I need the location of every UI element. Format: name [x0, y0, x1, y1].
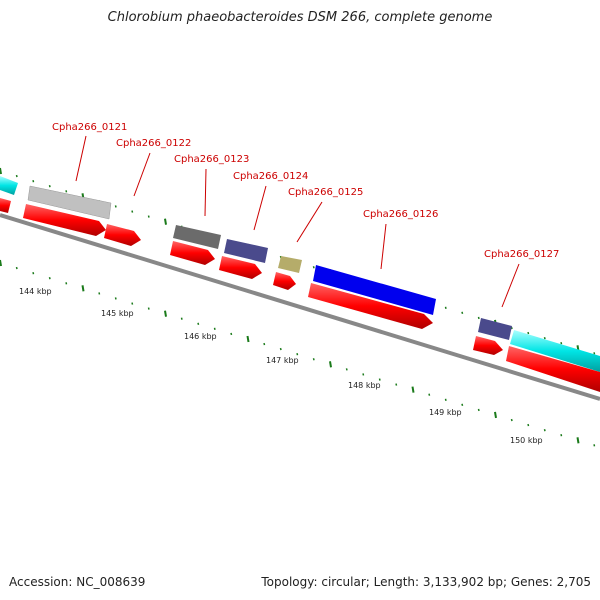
minor-tick	[444, 398, 447, 401]
minor-tick	[461, 403, 464, 407]
minor-tick	[477, 408, 480, 412]
cds-arrow-1[interactable]	[23, 204, 106, 236]
minor-tick	[279, 347, 282, 351]
minor-tick	[362, 373, 365, 376]
minor-tick	[131, 302, 134, 305]
minor-tick	[593, 444, 596, 447]
scale-label-150: 150 kbp	[510, 436, 543, 445]
major-tick	[164, 218, 167, 225]
gene-label-cpha266-0122[interactable]: Cpha266_0122	[116, 138, 191, 149]
minor-tick	[114, 297, 117, 300]
major-tick	[329, 361, 332, 368]
scale-label-146: 146 kbp	[184, 332, 217, 341]
genome-summary-text: Topology: circular; Length: 3,133,902 bp…	[261, 575, 591, 589]
minor-tick	[114, 205, 117, 208]
scale-ruler	[0, 259, 596, 447]
cds-arrow-6[interactable]	[308, 283, 433, 329]
gene-box-cpha266-0124[interactable]	[224, 239, 268, 263]
minor-tick	[461, 311, 464, 315]
minor-tick	[378, 378, 381, 381]
minor-tick	[543, 428, 546, 432]
cds-arrow-4[interactable]	[219, 256, 262, 279]
minor-tick	[543, 336, 546, 340]
cds-arrow-0[interactable]	[0, 198, 11, 213]
cds-arrow-7[interactable]	[473, 336, 503, 355]
accession-text: Accession: NC_008639	[9, 575, 146, 589]
minor-tick	[345, 368, 348, 371]
gene-label-group: Cpha266_0121 Cpha266_0122 Cpha266_0123 C…	[52, 122, 559, 308]
gene-label-cpha266-0126[interactable]: Cpha266_0126	[363, 209, 438, 220]
major-tick	[246, 335, 250, 343]
minor-tick	[213, 327, 216, 331]
minor-tick	[527, 331, 530, 335]
scale-label-145: 145 kbp	[101, 309, 134, 318]
cds-arrow-2[interactable]	[104, 224, 141, 246]
minor-tick	[444, 306, 447, 309]
minor-tick	[560, 342, 563, 345]
cds-arrow-8[interactable]	[506, 346, 600, 392]
cyan-feature-left	[0, 176, 18, 195]
minor-tick	[560, 434, 563, 437]
scale-label-149: 149 kbp	[429, 408, 462, 417]
minor-tick	[395, 383, 398, 386]
gene-box-cpha266-0127[interactable]	[478, 318, 512, 340]
gene-label-cpha266-0124[interactable]: Cpha266_0124	[233, 171, 308, 182]
minor-tick	[65, 282, 68, 285]
cds-arrow-3[interactable]	[170, 241, 215, 265]
minor-tick	[15, 266, 18, 270]
map-title: Chlorobium phaeobacteroides DSM 266, com…	[107, 10, 493, 25]
minor-tick	[296, 352, 299, 356]
minor-tick	[32, 179, 35, 183]
minor-tick	[32, 271, 35, 275]
gene-box-cpha266-0123[interactable]	[173, 225, 221, 249]
major-tick	[411, 386, 415, 393]
major-tick	[81, 285, 85, 292]
scale-label-group: 144 kbp 145 kbp 146 kbp 147 kbp 148 kbp …	[19, 287, 543, 445]
gene-label-cpha266-0121[interactable]: Cpha266_0121	[52, 122, 127, 133]
gene-box-cpha266-0121[interactable]	[27, 185, 112, 220]
genome-backbone	[0, 213, 600, 401]
minor-tick	[48, 277, 51, 280]
minor-tick	[593, 352, 596, 355]
minor-tick	[428, 393, 431, 396]
major-tick	[0, 259, 2, 267]
minor-tick	[147, 215, 150, 218]
gene-box-cpha266-0126[interactable]	[313, 265, 436, 315]
minor-tick	[131, 210, 134, 213]
scale-label-148: 148 kbp	[348, 381, 381, 390]
gene-label-cpha266-0123[interactable]: Cpha266_0123	[174, 154, 249, 165]
minor-tick	[98, 292, 101, 295]
minor-tick	[477, 316, 480, 320]
gene-label-cpha266-0127[interactable]: Cpha266_0127	[484, 249, 559, 260]
gene-box-cpha266-0125[interactable]	[278, 256, 302, 273]
minor-tick	[527, 423, 530, 427]
scale-label-147: 147 kbp	[266, 356, 299, 365]
minor-tick	[312, 358, 315, 361]
minor-tick	[180, 317, 183, 320]
minor-tick	[197, 322, 200, 325]
major-tick	[494, 411, 497, 419]
minor-tick	[48, 185, 51, 188]
minor-tick	[263, 342, 266, 346]
gene-label-cpha266-0125[interactable]: Cpha266_0125	[288, 187, 363, 198]
scale-label-144: 144 kbp	[19, 287, 52, 296]
minor-tick	[312, 266, 315, 269]
minor-tick	[230, 332, 233, 336]
minor-tick	[147, 307, 150, 310]
minor-tick	[510, 418, 513, 422]
cyan-feature-right	[510, 330, 600, 372]
major-tick	[164, 310, 167, 317]
major-tick	[0, 167, 2, 175]
major-tick	[576, 437, 580, 444]
minor-tick	[65, 190, 68, 193]
cds-arrow-5[interactable]	[273, 272, 296, 290]
minor-tick	[15, 174, 18, 178]
